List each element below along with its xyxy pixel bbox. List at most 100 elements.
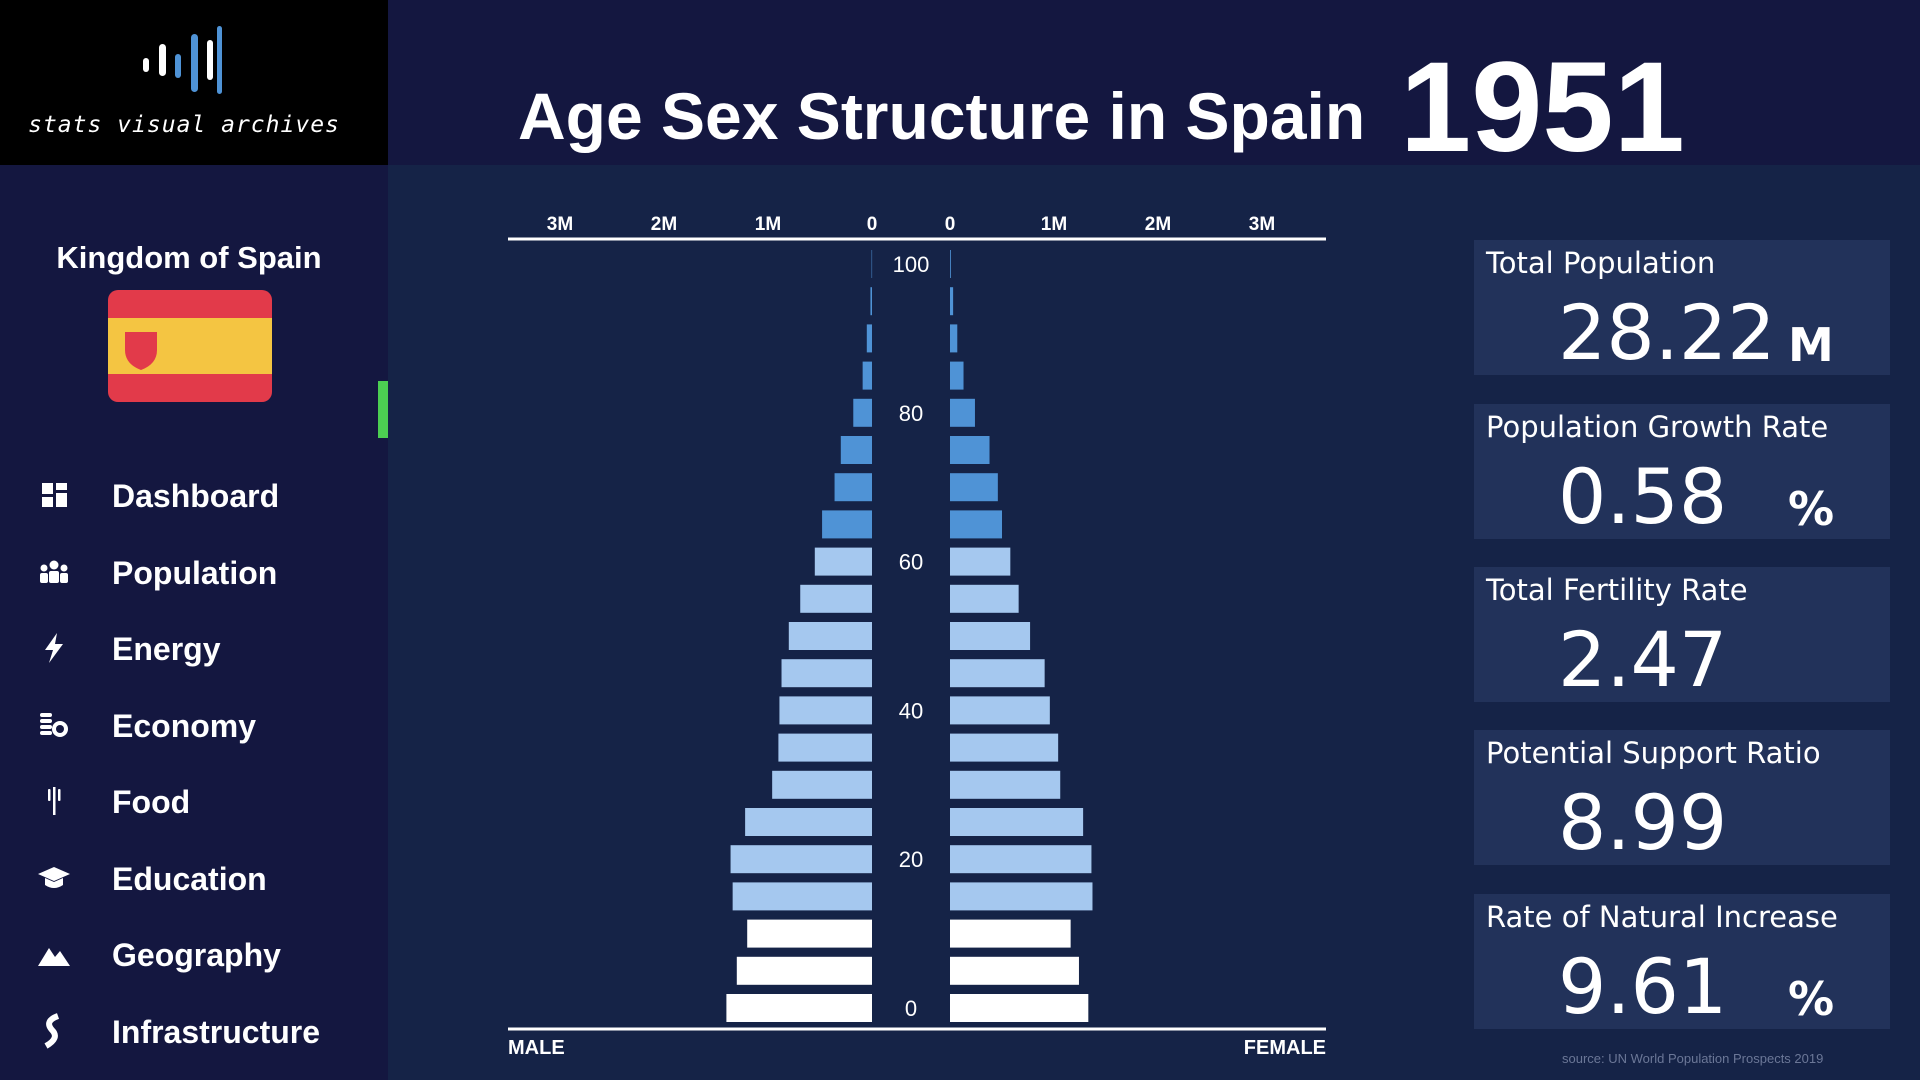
stat-label: Population Growth Rate xyxy=(1486,410,1829,444)
male-bar xyxy=(747,919,872,948)
stat-label: Potential Support Ratio xyxy=(1486,736,1821,770)
female-bar xyxy=(950,250,951,278)
female-bar xyxy=(950,622,1031,650)
dashboard-icon xyxy=(42,483,67,507)
source-note: source: UN World Population Prospects 20… xyxy=(1562,1051,1824,1066)
stat-card-total-population: Total Population 28.22 M xyxy=(1474,240,1890,377)
sidebar-item-label: Food xyxy=(112,784,191,820)
country-name: Kingdom of Spain xyxy=(56,240,322,275)
male-tick-label: 0 xyxy=(867,214,878,235)
mountain-icon xyxy=(38,948,70,966)
sidebar-item-label: Economy xyxy=(112,708,257,744)
female-tick-label: 2M xyxy=(1145,214,1171,235)
population-pyramid-chart: 3M 2M 1M 0 0 1M 2M 3M 100 80 60 40 20 0 MALE FEMALE xyxy=(508,214,1326,1059)
female-bar xyxy=(950,845,1092,874)
sidebar-item-label: Energy xyxy=(112,631,221,667)
wheat-icon xyxy=(48,787,61,815)
male-bar xyxy=(870,287,872,316)
male-tick-label: 3M xyxy=(547,214,573,235)
page-title: Age Sex Structure in Spain xyxy=(518,79,1366,153)
sidebar-item-label: Education xyxy=(112,861,267,897)
female-bar xyxy=(950,547,1011,576)
sidebar-item-label: Geography xyxy=(112,937,281,973)
male-bar xyxy=(840,436,872,464)
stat-unit: % xyxy=(1788,482,1835,536)
male-bar xyxy=(800,584,872,613)
stat-unit: % xyxy=(1788,972,1835,1026)
age-label: 100 xyxy=(893,252,930,277)
age-label: 20 xyxy=(899,847,923,872)
stat-card-support-ratio: Potential Support Ratio 8.99 xyxy=(1474,730,1890,867)
male-bar xyxy=(834,473,872,502)
male-bar xyxy=(871,250,873,278)
male-bar xyxy=(788,622,872,650)
active-nav-indicator xyxy=(378,381,388,438)
female-tick-label: 3M xyxy=(1249,214,1275,235)
stat-value: 0.58 xyxy=(1558,452,1728,541)
male-bar xyxy=(730,845,872,874)
age-label: 40 xyxy=(899,698,923,723)
female-bar xyxy=(950,398,975,427)
sidebar-item-label: Infrastructure xyxy=(112,1014,321,1050)
female-bar xyxy=(950,956,1079,985)
sidebar-item-food[interactable]: Food xyxy=(0,771,388,831)
female-label: FEMALE xyxy=(1244,1037,1326,1059)
age-label: 0 xyxy=(905,996,917,1021)
male-bar xyxy=(779,696,872,725)
female-bar xyxy=(950,287,954,316)
male-bar xyxy=(726,994,872,1022)
sidebar-item-education[interactable]: Education xyxy=(0,848,388,908)
male-bar xyxy=(781,659,872,688)
road-icon xyxy=(44,1013,60,1049)
female-bar xyxy=(950,994,1089,1022)
graduation-cap-icon xyxy=(38,867,70,888)
male-bar xyxy=(862,361,872,390)
stat-label: Total Fertility Rate xyxy=(1486,573,1748,607)
lightning-icon xyxy=(45,633,63,663)
female-bar xyxy=(950,584,1019,613)
female-bar xyxy=(950,919,1071,948)
male-label: MALE xyxy=(508,1037,565,1059)
female-bar xyxy=(950,770,1061,799)
stat-unit: M xyxy=(1788,318,1834,372)
female-bar xyxy=(950,733,1059,762)
male-bar xyxy=(853,398,872,427)
sidebar: Kingdom of Spain Dashboard Population En xyxy=(0,165,388,1080)
sidebar-item-economy[interactable]: Economy xyxy=(0,695,388,755)
age-label: 60 xyxy=(899,550,923,575)
logo-bars-icon xyxy=(143,26,222,94)
stat-value: 28.22 xyxy=(1558,288,1776,377)
female-tick-label: 0 xyxy=(945,214,956,235)
population-icon xyxy=(40,560,68,583)
sidebar-item-population[interactable]: Population xyxy=(0,542,388,602)
sidebar-item-geography[interactable]: Geography xyxy=(0,924,388,984)
female-bar xyxy=(950,436,990,464)
female-bar xyxy=(950,882,1093,911)
male-bar xyxy=(736,956,872,985)
stat-card-growth-rate: Population Growth Rate 0.58 % xyxy=(1474,404,1890,541)
male-bar xyxy=(866,324,872,353)
female-bar xyxy=(950,696,1050,725)
female-bar xyxy=(950,808,1084,836)
male-bar xyxy=(745,808,872,836)
stat-card-fertility-rate: Total Fertility Rate 2.47 xyxy=(1474,567,1890,704)
logo[interactable]: stats visual archives xyxy=(0,0,388,165)
female-bar xyxy=(950,659,1045,688)
male-bar xyxy=(772,770,872,799)
female-bar xyxy=(950,510,1002,539)
sidebar-item-label: Population xyxy=(112,555,278,591)
female-bar xyxy=(950,361,964,390)
stat-card-natural-increase: Rate of Natural Increase 9.61 % xyxy=(1474,894,1890,1031)
sidebar-item-infrastructure[interactable]: Infrastructure xyxy=(0,1001,388,1061)
sidebar-item-energy[interactable]: Energy xyxy=(0,618,388,678)
age-label: 80 xyxy=(899,401,923,426)
sidebar-item-dashboard[interactable]: Dashboard xyxy=(0,465,388,525)
stat-value: 2.47 xyxy=(1558,615,1728,704)
male-bar xyxy=(778,733,872,762)
female-bar xyxy=(950,473,998,502)
stat-value: 9.61 xyxy=(1558,942,1728,1031)
logo-text: stats visual archives xyxy=(28,112,340,138)
year-label: 1951 xyxy=(1400,36,1685,179)
stat-label: Rate of Natural Increase xyxy=(1486,900,1838,934)
male-bar xyxy=(814,547,872,576)
